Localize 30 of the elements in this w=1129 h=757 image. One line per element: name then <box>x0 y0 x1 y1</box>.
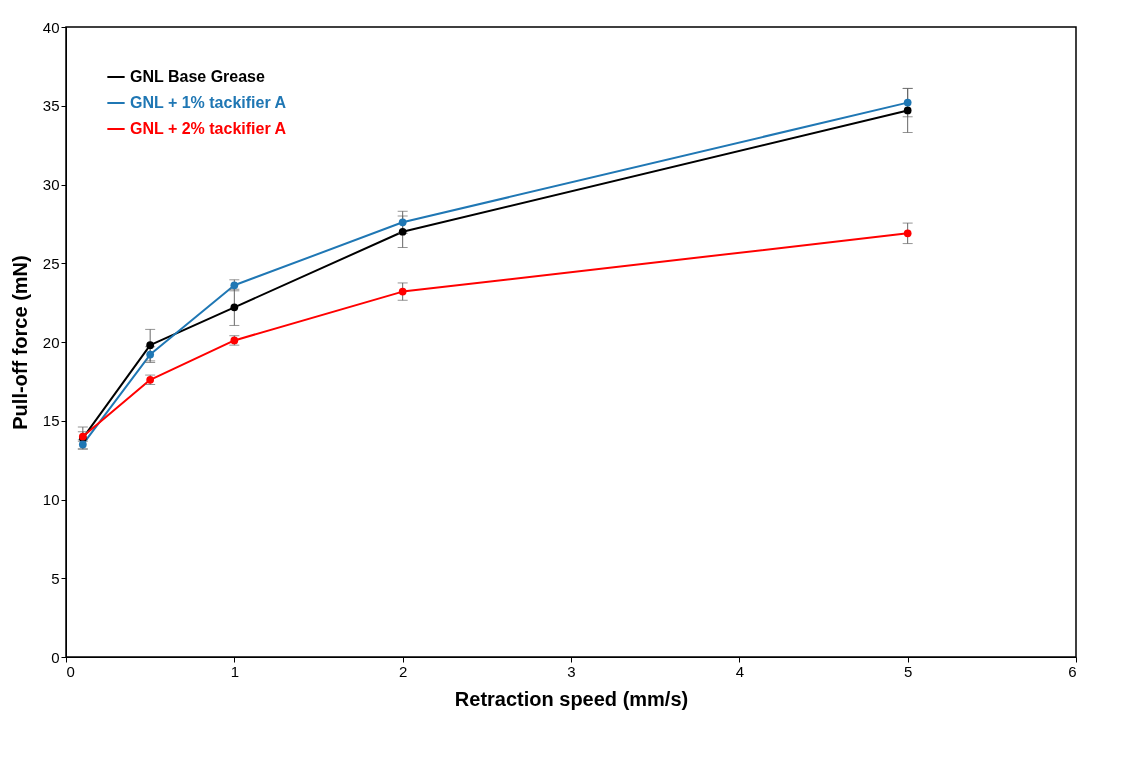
y-tick-label: 25 <box>42 254 60 272</box>
y-tick-label: 10 <box>42 491 60 508</box>
point <box>398 227 407 236</box>
point <box>146 341 155 350</box>
legend-label: GNL + 2% tackifier A <box>130 120 287 137</box>
y-tick-label: 40 <box>42 18 60 36</box>
legend-label: GNL Base Grease <box>130 68 265 85</box>
x-tick-label: 4 <box>735 662 745 680</box>
x-axis-title: Retraction speed (mm/s) <box>454 687 689 710</box>
x-tick-label: 0 <box>66 662 75 680</box>
x-tick-label: 2 <box>398 662 408 680</box>
y-tick-label: 35 <box>42 97 60 115</box>
x-tick-label: 6 <box>1068 662 1077 680</box>
x-tick-label: 5 <box>903 662 913 680</box>
point <box>903 106 912 115</box>
x-tick-label: 3 <box>567 662 576 680</box>
x-tick-label: 1 <box>230 662 240 680</box>
y-tick-label: 15 <box>42 412 60 430</box>
point <box>903 98 912 107</box>
y-tick-label: 0 <box>51 648 60 666</box>
point <box>903 229 912 238</box>
legend-label: GNL + 1% tackifier A <box>130 94 287 111</box>
y-tick-label: 20 <box>42 333 60 351</box>
point <box>146 350 155 359</box>
y-tick-label: 30 <box>42 176 60 193</box>
y-axis-title: Pull-off force (mN) <box>8 255 31 430</box>
point <box>398 218 407 227</box>
point <box>398 287 407 296</box>
y-tick-label: 5 <box>51 569 60 587</box>
point <box>230 303 239 312</box>
